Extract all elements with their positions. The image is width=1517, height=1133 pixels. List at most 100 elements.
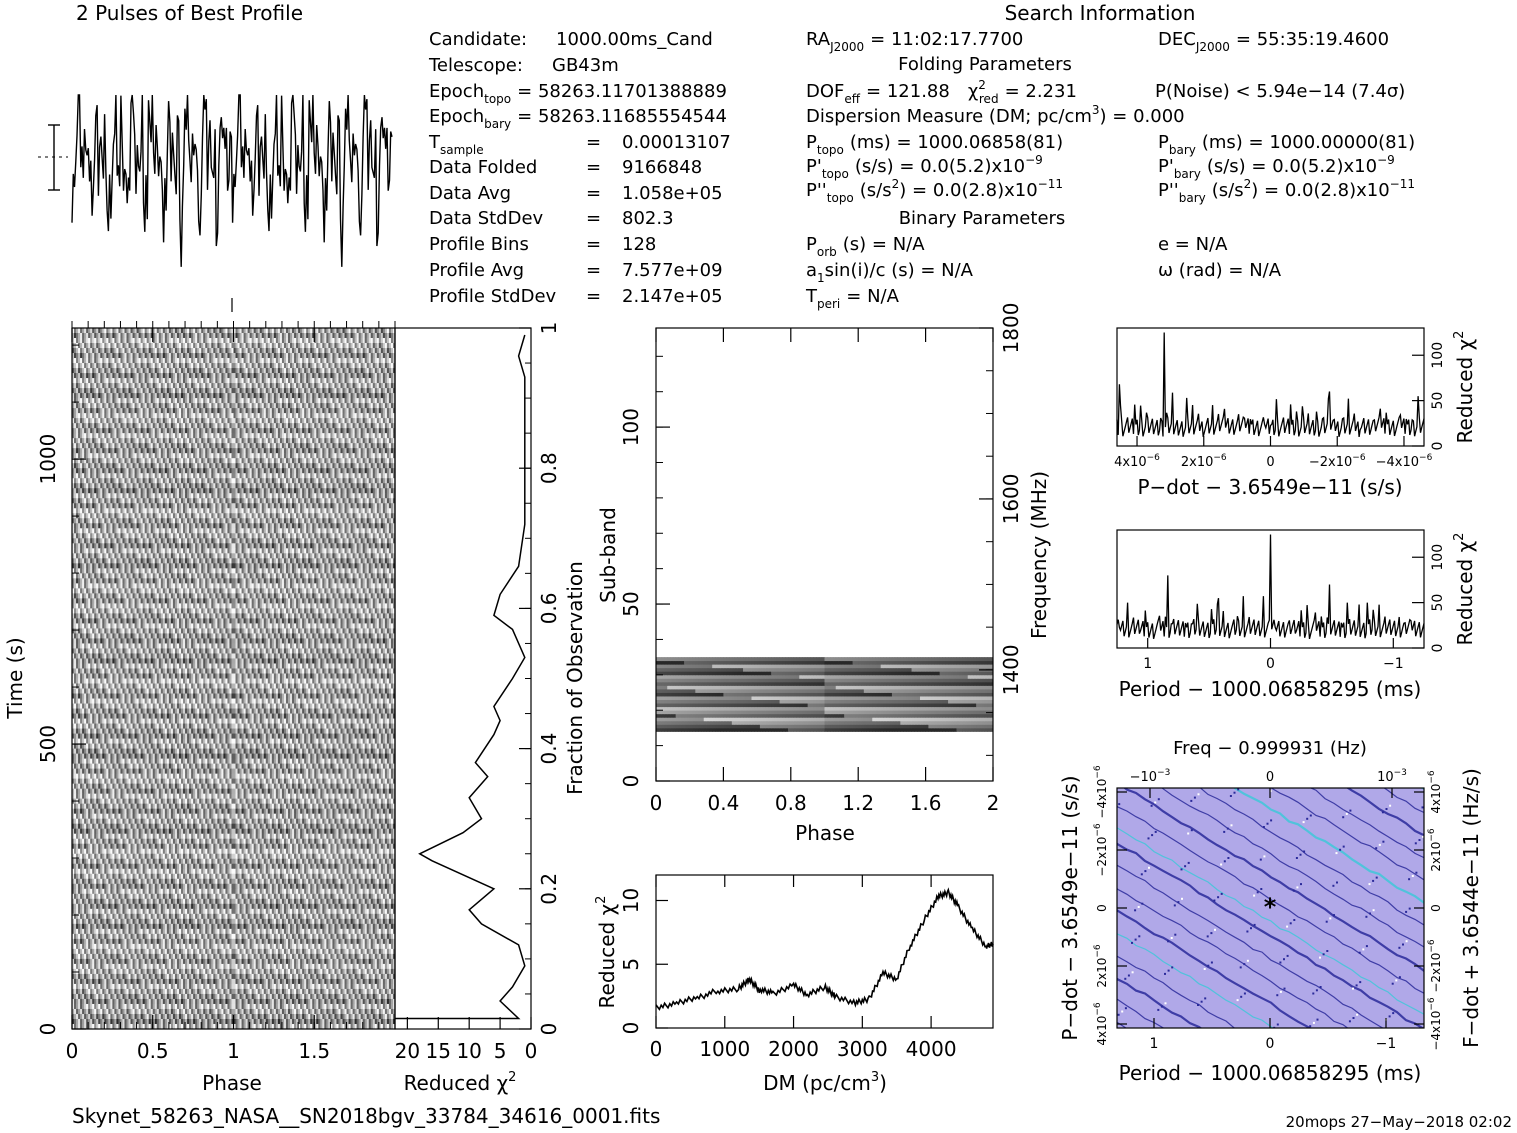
time-phase-cell (172, 348, 176, 354)
time-phase-cell (76, 448, 79, 454)
time-phase-cell (120, 433, 123, 439)
time-phase-cell (392, 418, 395, 424)
time-phase-cell (372, 443, 376, 449)
time-phase-cell (112, 428, 115, 434)
time-phase-cell (120, 353, 123, 359)
time-phase-cell (92, 453, 95, 459)
time-phase-cell (122, 333, 125, 339)
time-phase-cell (288, 368, 291, 374)
time-phase-cell (245, 408, 249, 414)
time-phase-cell (170, 378, 174, 384)
time-phase-cell (296, 328, 299, 334)
time-phase-cell (283, 333, 287, 339)
time-phase-cell (96, 418, 99, 424)
time-phase-cell (221, 328, 224, 334)
time-phase-cell (288, 333, 291, 339)
time-phase-cell (195, 363, 198, 369)
time-phase-cell (207, 418, 210, 424)
time-phase-cell (288, 338, 291, 344)
time-phase-cell (237, 388, 240, 394)
time-phase-cell (267, 443, 271, 449)
time-phase-cell (382, 393, 386, 399)
time-phase-cell (124, 413, 127, 419)
time-phase-cell (338, 423, 341, 429)
time-phase-cell (316, 338, 319, 344)
time-phase-cell (312, 363, 315, 369)
time-phase-cell (281, 443, 285, 449)
time-phase-cell (314, 408, 317, 414)
time-phase-cell (263, 353, 267, 359)
time-phase-cell (279, 438, 283, 444)
time-phase-cell (164, 408, 168, 414)
time-phase-cell (275, 353, 279, 359)
time-phase-cell (158, 403, 162, 409)
info-left-value: 1.058e+05 (622, 183, 723, 204)
time-phase-cell (271, 338, 275, 344)
time-phase-cell (108, 363, 111, 369)
time-phase-cell (247, 433, 251, 439)
dec-value: = 55:35:19.4600 (1236, 29, 1389, 50)
time-phase-cell (348, 363, 351, 369)
time-phase-cell (142, 403, 146, 409)
time-phase-cell (189, 353, 192, 359)
time-phase-cell (130, 423, 133, 429)
time-phase-cell (84, 378, 87, 384)
time-phase-cell (312, 388, 315, 394)
time-phase-cell (146, 413, 150, 419)
time-phase-cell (277, 338, 281, 344)
time-phase-cell (170, 448, 174, 454)
time-phase-cell (366, 393, 370, 399)
time-phase-cell (126, 348, 129, 354)
time-phase-cell (358, 348, 362, 354)
time-phase-cell (366, 378, 370, 384)
time-phase-cell (195, 383, 198, 389)
time-phase-cell (294, 398, 297, 404)
time-phase-cell (245, 413, 249, 419)
info-left-value: 2.147e+05 (622, 286, 723, 307)
time-phase-cell (174, 368, 178, 374)
time-phase-cell (90, 438, 93, 444)
time-phase-cell (366, 333, 370, 339)
time-phase-cell (78, 443, 81, 449)
time-phase-cell (227, 423, 230, 429)
time-phase-cell (277, 358, 281, 364)
time-phase-cell (279, 413, 283, 419)
time-phase-cell (223, 348, 226, 354)
time-phase-cell (181, 408, 184, 414)
time-phase-cell (219, 378, 222, 384)
time-phase-cell (271, 383, 275, 389)
time-phase-cell (219, 443, 222, 449)
time-phase-cell (76, 423, 79, 429)
time-phase-cell (300, 403, 303, 409)
time-phase-cell (368, 358, 372, 364)
time-phase-cell (122, 388, 125, 394)
time-phase-cell (376, 433, 380, 439)
time-phase-cell (314, 388, 317, 394)
time-phase-cell (110, 448, 113, 454)
time-phase-cell (88, 393, 91, 399)
time-phase-cell (263, 403, 267, 409)
time-phase-cell (193, 348, 196, 354)
time-phase-cell (150, 408, 154, 414)
time-phase-cell (255, 403, 259, 409)
time-phase-cell (382, 378, 386, 384)
time-phase-cell (229, 368, 232, 374)
time-phase-cell (82, 418, 85, 424)
time-phase-cell (154, 438, 158, 444)
time-phase-cell (239, 393, 242, 399)
time-phase-cell (253, 338, 257, 344)
time-phase-cell (211, 398, 214, 404)
time-phase-cell (156, 368, 160, 374)
time-phase-cell (302, 398, 305, 404)
time-phase-cell (90, 418, 93, 424)
time-phase-cell (350, 343, 354, 349)
time-phase-cell (130, 448, 133, 454)
time-phase-cell (358, 413, 362, 419)
time-phase-cell (199, 353, 202, 359)
time-phase-cell (116, 408, 119, 414)
time-phase-cell (298, 333, 301, 339)
time-phase-cell (249, 428, 253, 434)
time-phase-cell (126, 438, 129, 444)
time-phase-cell (98, 418, 101, 424)
time-phase-cell (112, 328, 115, 334)
